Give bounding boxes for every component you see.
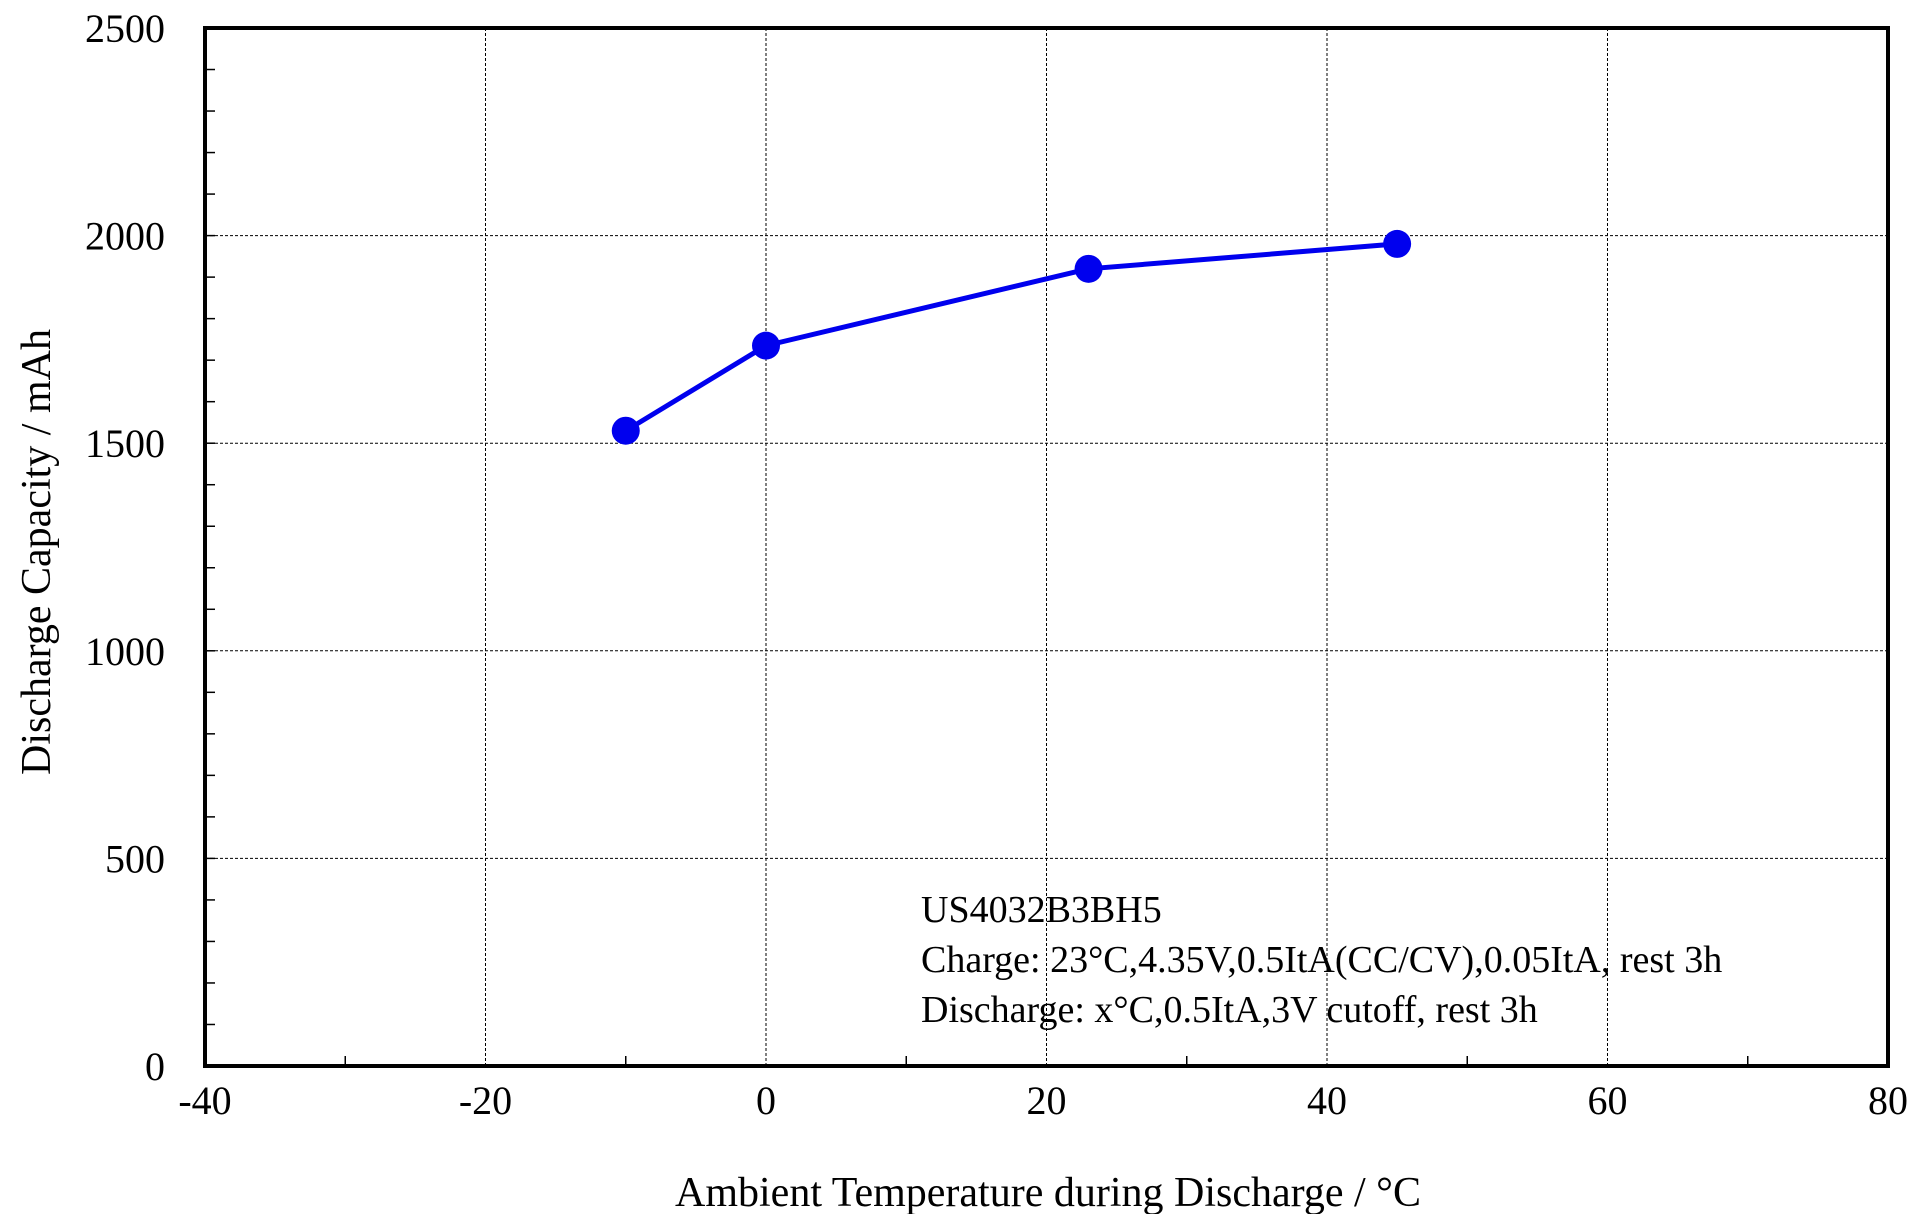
data-point [1383,229,1412,258]
annotation-charge: Charge: 23°C,4.35V,0.5ItA(CC/CV),0.05ItA… [921,939,1722,981]
y-tick-label: 2500 [85,6,165,51]
data-point [1074,254,1103,283]
y-tick-label: 2000 [85,214,165,259]
x-tick-label: 40 [1307,1078,1347,1123]
plot-frame [203,26,1890,1068]
y-tick-label: 0 [145,1044,165,1089]
x-tick-label: 20 [1027,1078,1067,1123]
series-line [624,241,1398,433]
grid-layer [205,28,1888,1066]
x-tick-label: -20 [459,1078,512,1123]
data-point [752,331,780,360]
y-axis-title: Discharge Capacity / mAh [14,329,60,775]
x-tick-label: 80 [1868,1078,1908,1123]
annotation-block: US4032B3BH5 Charge: 23°C,4.35V,0.5ItA(CC… [921,889,1722,1031]
y-tick-labels: 0 500 1000 1500 2000 2500 [85,6,165,1089]
annotation-model: US4032B3BH5 [921,889,1162,931]
x-axis-title: Ambient Temperature during Discharge / °… [675,1170,1421,1214]
series-layer [611,229,1412,445]
x-tick-label: -40 [178,1078,231,1123]
y-tick-label: 500 [105,836,165,881]
y-tick-label: 1000 [85,629,165,674]
data-point [611,416,640,445]
x-tick-labels: -40 -20 0 20 40 60 80 [178,1078,1908,1123]
annotation-discharge: Discharge: x°C,0.5ItA,3V cutoff, rest 3h [921,989,1538,1031]
x-tick-label: 0 [756,1078,776,1123]
y-tick-label: 1500 [85,421,165,466]
x-tick-label: 60 [1588,1078,1628,1123]
